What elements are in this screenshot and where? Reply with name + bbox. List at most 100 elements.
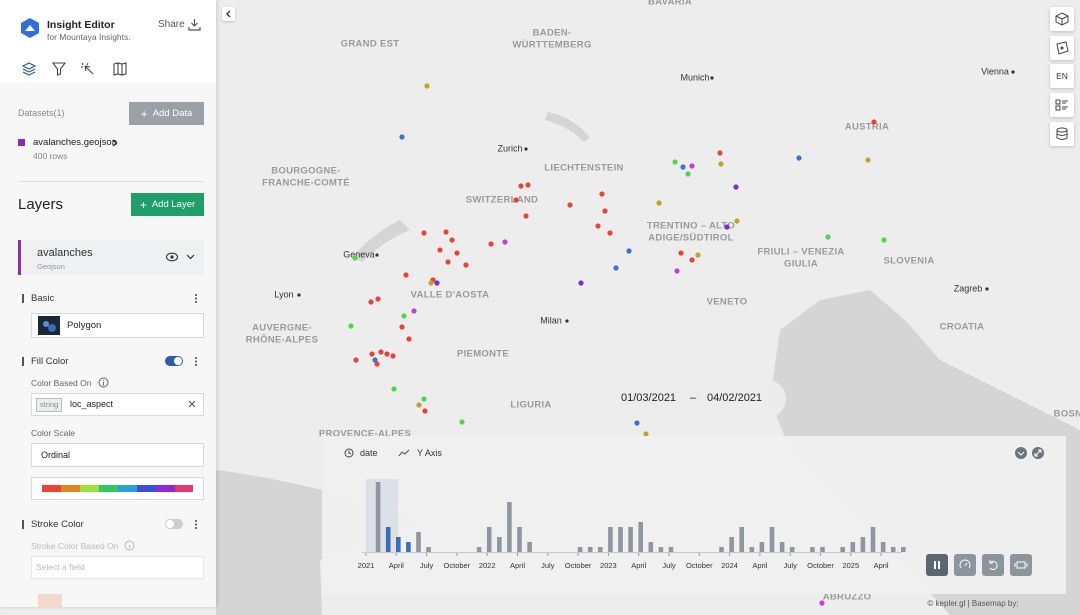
region-label: GIULIA <box>784 259 818 270</box>
city-label: Vienna <box>981 66 1009 76</box>
y-axis-tab[interactable]: Y Axis <box>417 448 442 458</box>
dataset-name[interactable]: avalanches.geojson <box>33 137 117 148</box>
data-point <box>819 600 825 606</box>
dataset-rows: 400 rows <box>33 151 68 161</box>
scale-selector[interactable] <box>31 443 204 467</box>
speed-button[interactable] <box>954 554 976 576</box>
timeline-actions[interactable] <box>1014 446 1046 460</box>
data-point <box>689 163 695 169</box>
sidebar: Insight Editor for Mountaya Insights. Sh… <box>0 0 216 607</box>
histogram-bar <box>385 527 391 552</box>
histogram-bar <box>608 527 613 552</box>
data-point <box>378 349 384 355</box>
data-point <box>375 296 381 302</box>
histogram-bar <box>820 547 825 552</box>
language-button[interactable]: EN <box>1050 64 1074 88</box>
axis-label: October <box>686 561 713 570</box>
stroke-toggle[interactable] <box>165 519 183 529</box>
region-label: BOSN <box>1054 409 1080 420</box>
add-data-button[interactable]: + Add Data <box>129 102 204 125</box>
data-point <box>421 396 427 402</box>
data-point <box>602 208 608 214</box>
data-point <box>411 308 417 314</box>
range-separator: – <box>690 392 697 404</box>
data-point <box>353 357 359 363</box>
data-point <box>718 161 724 167</box>
histogram-bar <box>577 547 583 552</box>
city-marker <box>985 287 989 291</box>
fill-toggle[interactable] <box>165 356 183 366</box>
stroke-swatch[interactable] <box>38 594 62 607</box>
add-layer-label: Add Layer <box>151 199 196 210</box>
data-point <box>796 155 802 161</box>
info-icon[interactable] <box>124 540 135 551</box>
3d-button[interactable] <box>1050 7 1074 31</box>
histogram-bar <box>638 522 643 552</box>
select-field-placeholder: Select a field <box>36 562 85 572</box>
section-marker <box>22 294 24 303</box>
pause-button[interactable] <box>926 554 948 576</box>
data-point <box>434 280 440 286</box>
legend-button[interactable] <box>1050 93 1074 117</box>
data-point <box>518 183 524 189</box>
draw-button[interactable] <box>1050 36 1074 60</box>
loop-button[interactable] <box>982 554 1004 576</box>
lake <box>545 112 590 142</box>
range-start: 01/03/2021 <box>621 392 677 404</box>
panel-tabs[interactable] <box>22 62 132 76</box>
region-label: VENETO <box>707 297 748 308</box>
histogram-bar <box>396 537 401 552</box>
clear-icon[interactable] <box>188 400 196 408</box>
data-point <box>613 265 619 271</box>
data-point <box>424 83 430 89</box>
data-button[interactable] <box>1050 122 1074 146</box>
histogram-bar <box>648 542 654 552</box>
histogram-bar <box>406 542 411 552</box>
histogram-bar <box>890 547 896 552</box>
histogram-bar <box>880 542 886 552</box>
data-point <box>443 229 449 235</box>
region-label: AUVERGNE- <box>252 323 312 334</box>
share-button[interactable]: Share <box>158 19 185 30</box>
city-marker <box>297 293 301 297</box>
region-label: TRENTINO – ALTO <box>647 221 735 232</box>
histogram-bar <box>476 547 482 552</box>
basic-label: Basic <box>31 293 55 304</box>
axis-label: 2024 <box>721 561 738 570</box>
menu-dots[interactable] <box>194 294 198 539</box>
histogram-bar <box>739 527 744 552</box>
histogram[interactable]: 2021 April July October 2022 April July October… <box>322 436 1066 594</box>
field-selector[interactable] <box>31 393 204 416</box>
histogram-bar <box>840 547 845 552</box>
lake <box>352 220 410 262</box>
city-marker <box>1011 70 1015 74</box>
time-field-tab[interactable]: date <box>360 448 378 458</box>
download-icon[interactable] <box>188 18 201 31</box>
stroke-field-selector[interactable] <box>31 556 204 579</box>
range-end: 04/02/2021 <box>707 392 763 404</box>
data-point <box>399 134 405 140</box>
collapse-button[interactable] <box>222 7 235 21</box>
data-point <box>717 150 723 156</box>
city-marker <box>710 76 714 80</box>
data-point <box>674 268 680 274</box>
histogram-bar <box>507 502 512 552</box>
info-icon[interactable] <box>98 377 109 388</box>
histogram-bar <box>850 542 856 552</box>
city-label: Lyon <box>274 289 293 299</box>
window-button[interactable] <box>1010 554 1032 576</box>
histogram-bar <box>598 547 603 552</box>
data-point <box>437 247 443 253</box>
histogram-bar <box>416 532 421 552</box>
add-layer-button[interactable]: + Add Layer <box>131 193 204 216</box>
axis-label: April <box>874 561 889 570</box>
data-point <box>374 361 380 367</box>
axis-label: July <box>541 561 555 570</box>
layer-actions[interactable] <box>166 252 198 262</box>
city-marker <box>565 319 569 323</box>
histogram-bar <box>658 547 664 552</box>
dataset-color <box>18 139 25 146</box>
histogram-bar <box>759 542 765 552</box>
field-type: string <box>36 398 63 412</box>
language-label: EN <box>1056 71 1068 81</box>
